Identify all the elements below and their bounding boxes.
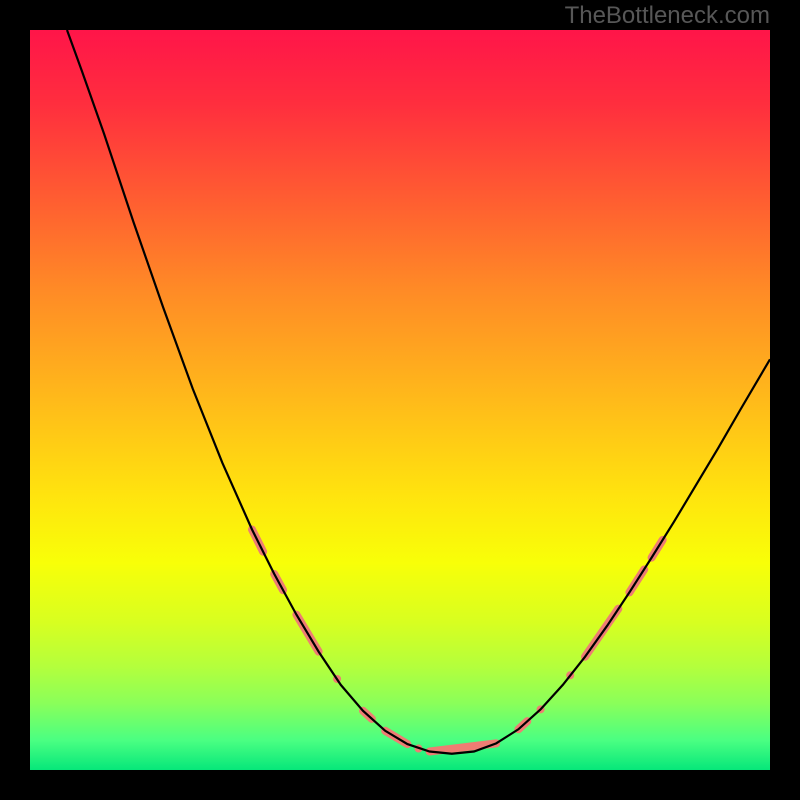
bottleneck-curve (67, 30, 770, 754)
curve-layer (30, 30, 770, 770)
marker-segments (252, 530, 663, 752)
chart-stage: TheBottleneck.com (0, 0, 800, 800)
plot-area (30, 30, 770, 770)
watermark-text: TheBottleneck.com (565, 2, 770, 30)
